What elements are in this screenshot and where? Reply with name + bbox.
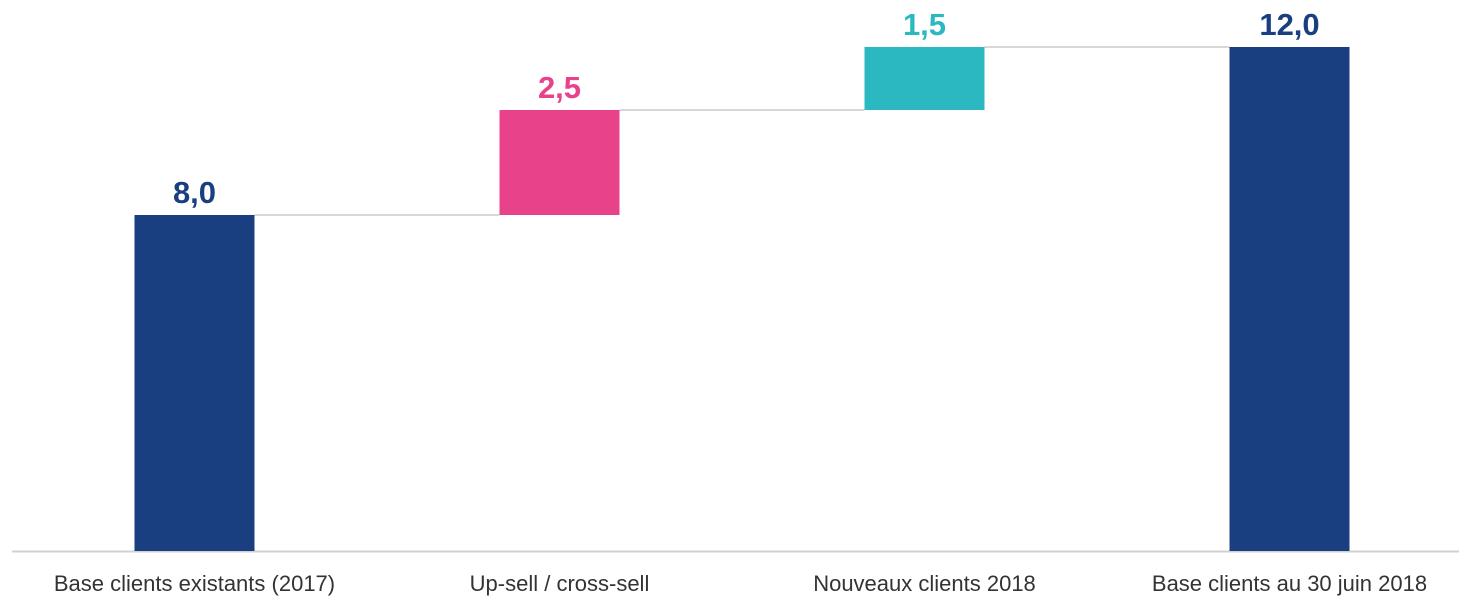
value-label: 1,5 [903,7,946,42]
bar [1229,47,1350,551]
x-tick-label: Base clients existants (2017) [54,571,335,596]
x-tick-label: Up-sell / cross-sell [470,571,650,596]
x-tick-label: Base clients au 30 juin 2018 [1152,571,1427,596]
value-label: 12,0 [1259,7,1319,42]
bar [864,47,985,110]
value-label: 2,5 [538,70,581,105]
x-tick-label: Nouveaux clients 2018 [813,571,1036,596]
bar [134,215,255,551]
value-label: 8,0 [173,175,216,210]
bar [499,110,620,215]
